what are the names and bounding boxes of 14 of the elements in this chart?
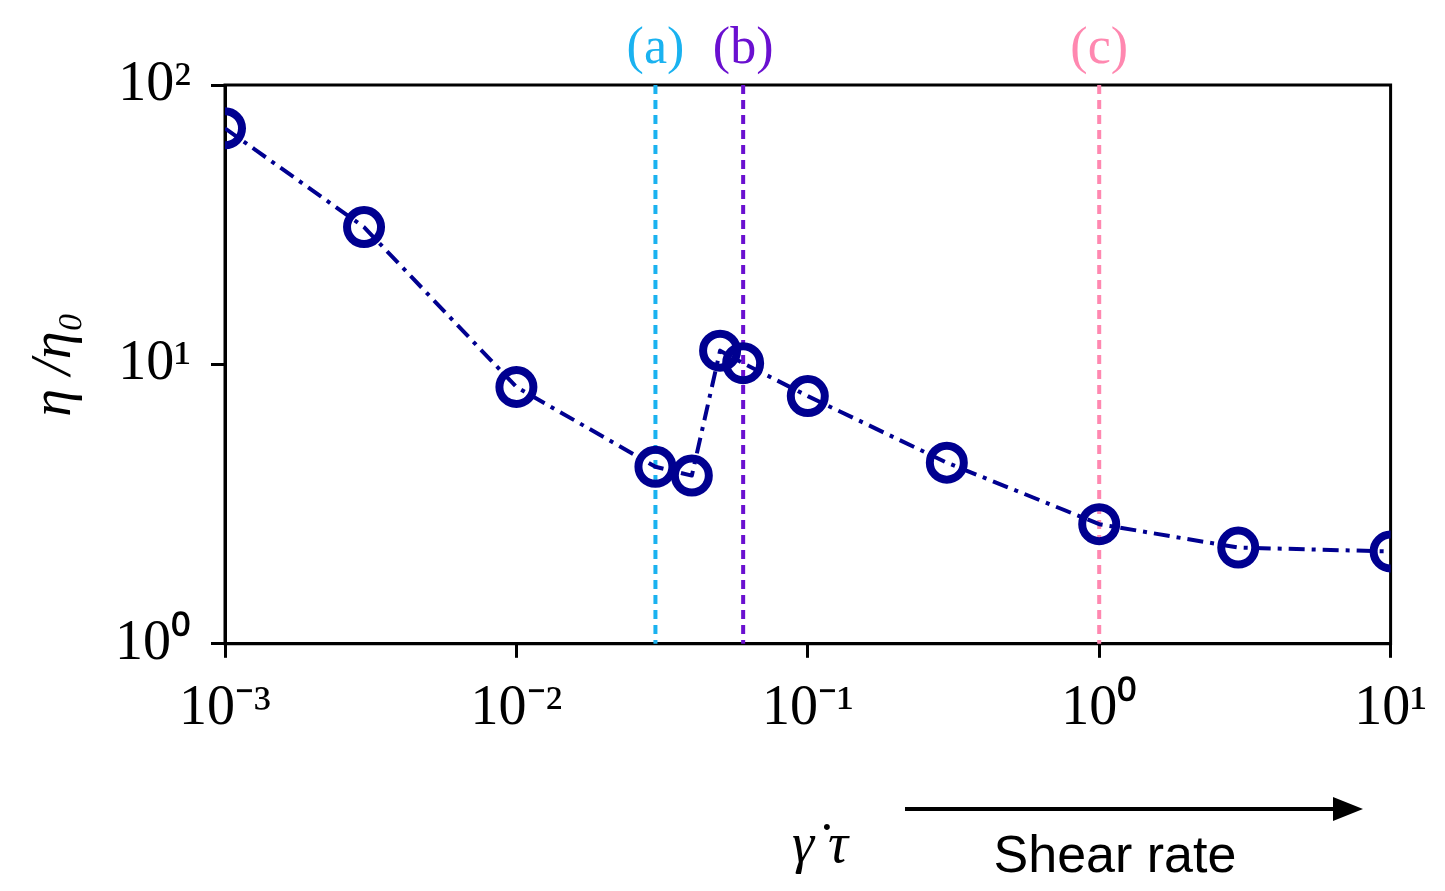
text: Shear rate [992, 824, 1238, 885]
x-tick-label: 10¹ [1354, 674, 1427, 737]
x-axis-title: γ̇ τ [791, 812, 851, 874]
x-tick-label: 10⁻² [470, 674, 563, 737]
x-tick-label: 10⁻³ [179, 674, 271, 737]
ref-line-label: (b) [712, 17, 774, 75]
y-tick-label: 10⁰ [115, 608, 191, 671]
ref-line-label: (a) [626, 17, 685, 75]
x-tick-label: 10⁰ [1061, 674, 1138, 737]
y-tick-label: 10¹ [118, 329, 191, 392]
y-tick-label: 10² [118, 49, 191, 112]
x-tick-label: 10⁻¹ [761, 674, 854, 737]
y-axis-title: η /η₀ [20, 312, 82, 417]
ref-line-label: (c) [1070, 17, 1129, 75]
